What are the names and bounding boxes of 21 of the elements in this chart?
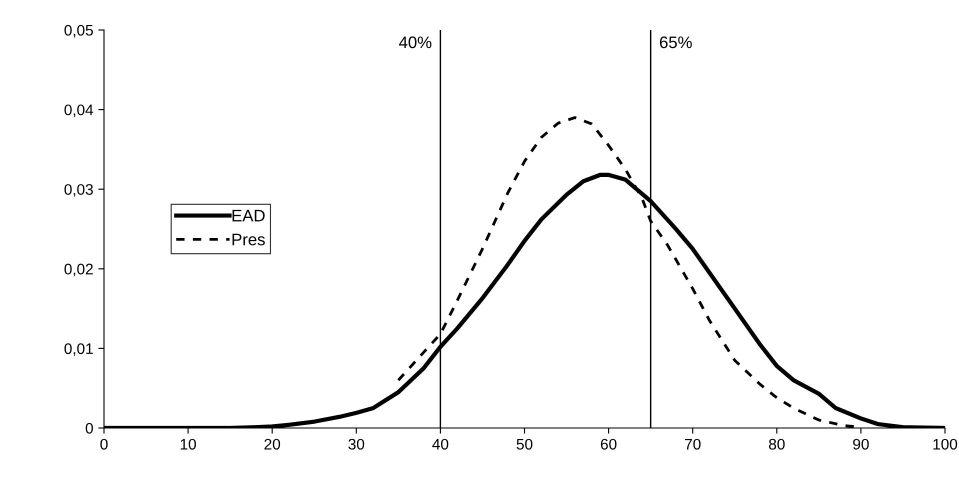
x-tick-label: 0: [100, 438, 108, 450]
y-tick-label: 0,04: [64, 104, 94, 118]
x-tick-label: 100: [933, 438, 958, 450]
x-tick-label: 20: [264, 438, 280, 450]
ref-line-label: 65%: [660, 36, 692, 48]
x-tick-label: 60: [600, 438, 616, 450]
ref-line-label: 40%: [399, 36, 432, 48]
x-tick-label: 30: [348, 438, 364, 450]
x-tick-label: 10: [180, 438, 196, 450]
y-tick-label: 0,05: [64, 24, 93, 38]
x-tick-label: 50: [516, 438, 532, 450]
y-tick-label: 0: [86, 422, 93, 434]
y-tick-label: 0,03: [64, 184, 93, 197]
legend-label: Pres: [232, 234, 265, 246]
y-tick-label: 0,02: [64, 264, 93, 276]
x-tick-label: 70: [684, 438, 701, 450]
x-tick-label: 40: [432, 438, 448, 450]
x-tick-label: 90: [853, 438, 869, 450]
legend-label: EAD: [232, 210, 265, 222]
x-tick-label: 80: [768, 438, 785, 450]
y-tick-label: 0,01: [64, 343, 93, 356]
